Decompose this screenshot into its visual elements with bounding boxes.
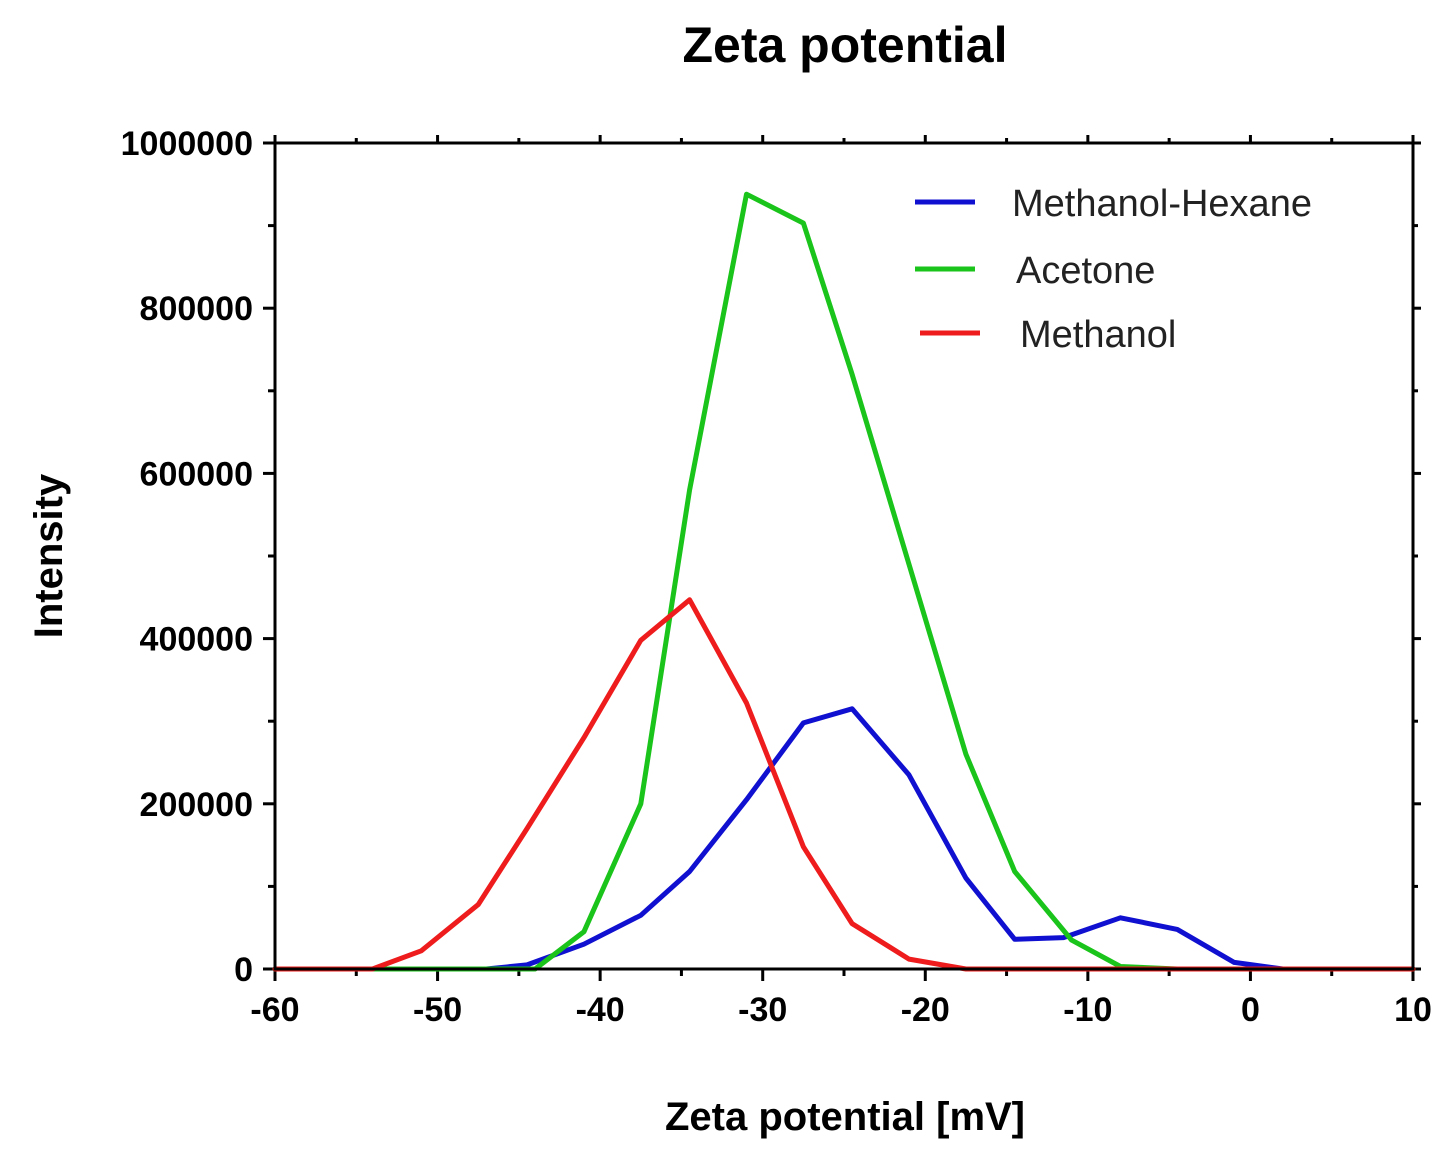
- y-tick-label: 400000: [140, 621, 253, 659]
- legend-label-methanol-hexane: Methanol-Hexane: [1012, 183, 1312, 225]
- legend: Methanol-Hexane Acetone Methanol: [915, 183, 1312, 356]
- chart-title: Zeta potential: [682, 17, 1007, 73]
- x-tick-label: -10: [1063, 991, 1112, 1029]
- y-tick-label: 800000: [140, 290, 253, 328]
- x-tick-label: 10: [1394, 991, 1432, 1029]
- x-tick-label: -60: [250, 991, 299, 1029]
- x-tick-labels: -60 -50 -40 -30 -20 -10 0 10: [250, 991, 1431, 1029]
- y-tick-label: 200000: [140, 786, 253, 824]
- x-tick-label: -40: [576, 991, 625, 1029]
- y-tick-label: 600000: [140, 455, 253, 493]
- axis-ticks: [263, 135, 1421, 981]
- series-line-acetone: [272, 191, 1416, 972]
- series-line-methanol: [272, 597, 1416, 972]
- y-tick-labels: 0 200000 400000 600000 800000 1000000: [121, 125, 253, 989]
- legend-label-acetone: Acetone: [1016, 250, 1155, 292]
- x-tick-label: -30: [738, 991, 787, 1029]
- y-tick-label: 1000000: [121, 125, 253, 163]
- x-tick-label: -50: [413, 991, 462, 1029]
- y-tick-label: 0: [234, 951, 253, 989]
- series-lines: [272, 191, 1416, 972]
- x-tick-label: -20: [901, 991, 950, 1029]
- plot-frame: [273, 141, 1415, 971]
- series-line-methanol-hexane: [272, 706, 1416, 972]
- legend-label-methanol: Methanol: [1020, 314, 1176, 356]
- x-tick-label: 0: [1241, 991, 1260, 1029]
- y-axis-label: Intensity: [27, 473, 71, 638]
- x-axis-label: Zeta potential [mV]: [665, 1095, 1025, 1139]
